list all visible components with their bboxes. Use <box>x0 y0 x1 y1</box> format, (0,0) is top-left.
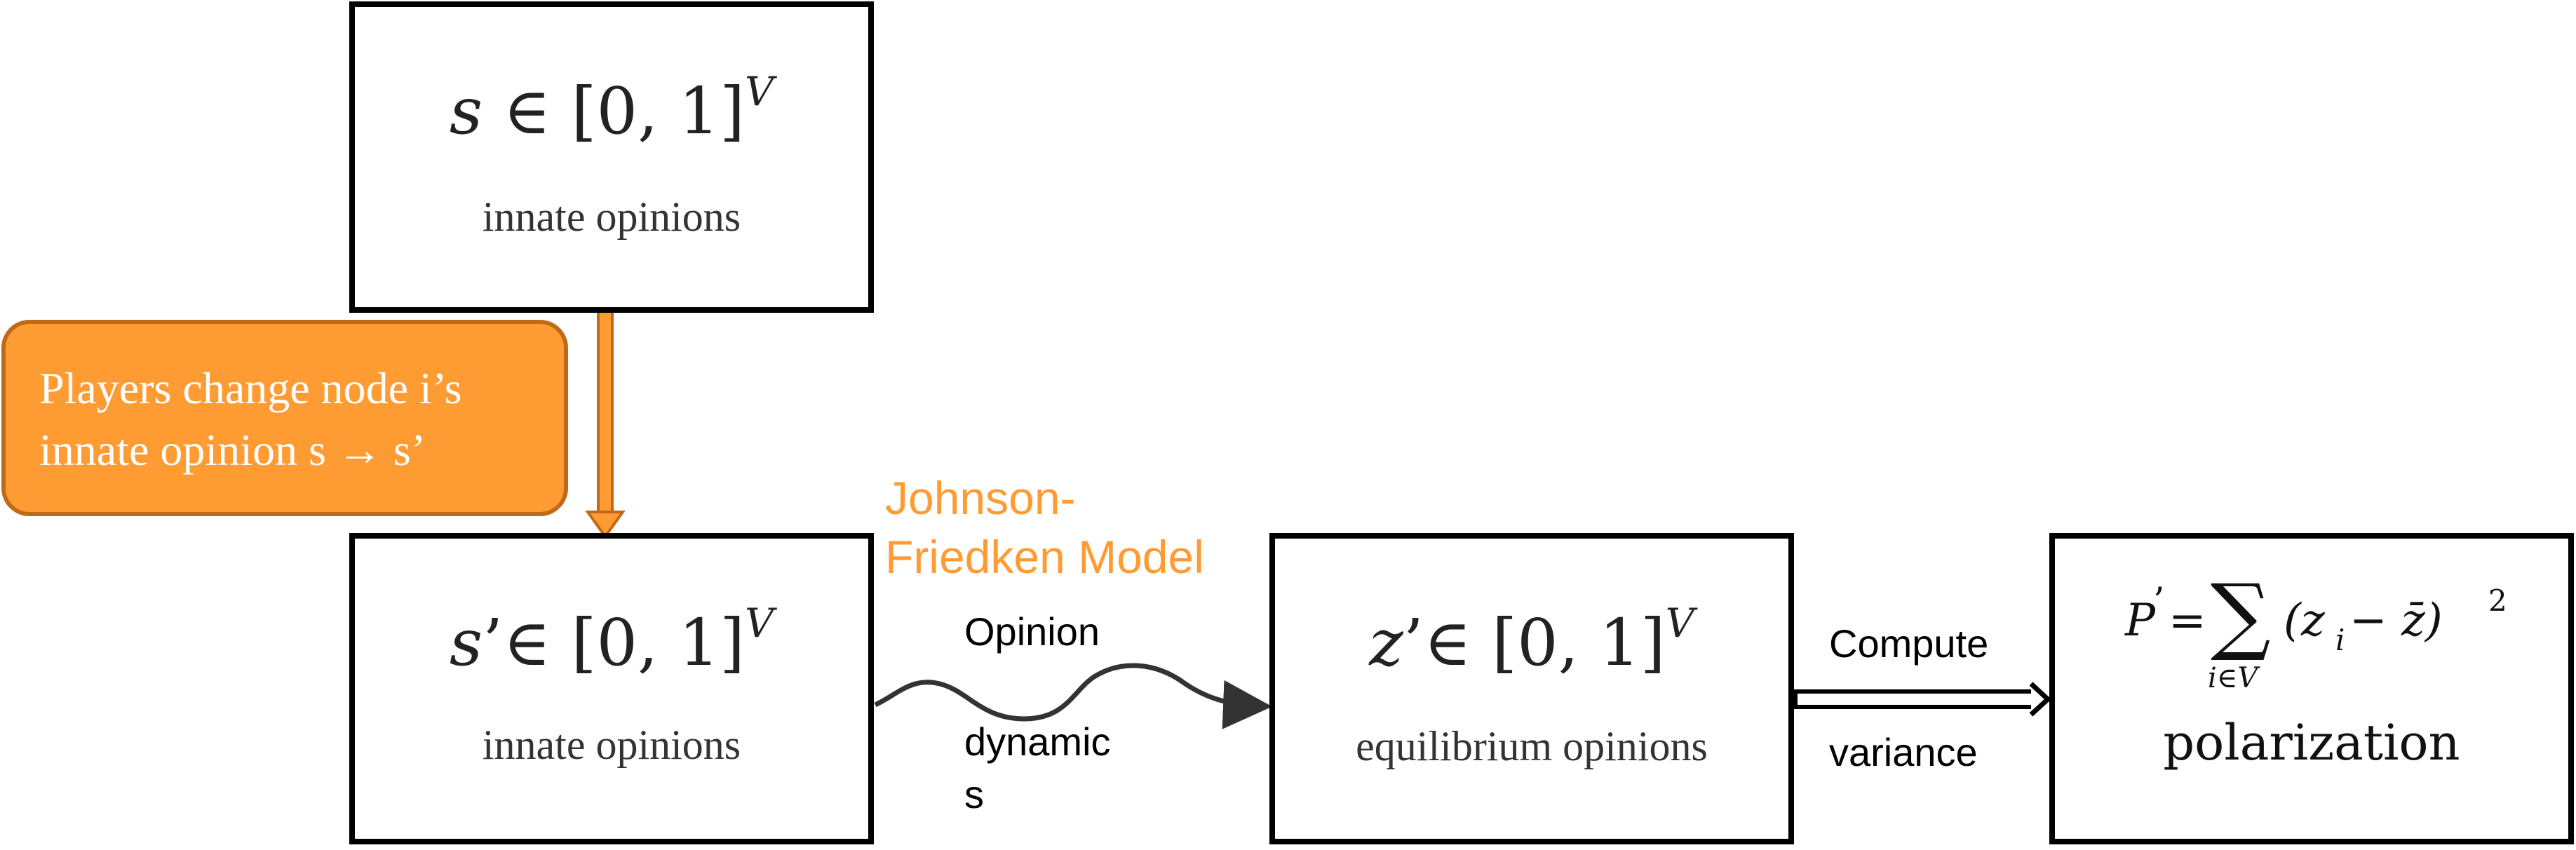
formula-prime: ’ <box>2153 581 2165 623</box>
polarization-node: P ’ = ∑ i∈V (z i − z̄) 2 polarization <box>2049 533 2574 844</box>
formula-sum: ∑ <box>2211 567 2271 664</box>
innate-opinions-node: s ∈ [0, 1]V innate opinions <box>349 1 874 313</box>
formula-term: (z <box>2284 595 2325 647</box>
modified-innate-math: s’∈ [0, 1]V <box>449 600 774 680</box>
opinion-label: Opinion <box>964 609 1100 654</box>
equilibrium-math: z’∈ [0, 1]V <box>1369 600 1694 680</box>
player-action-box: Players change node i’s innate opinion s… <box>1 320 568 516</box>
variance-label: variance <box>1829 730 1978 774</box>
formula-eq: = <box>2169 595 2206 647</box>
formula-sum-sub: i∈V <box>2208 662 2258 694</box>
formula-term-rest: − z̄) <box>2349 595 2443 647</box>
player-action-line2: innate opinion s → s’ <box>39 425 426 475</box>
opinion-dynamics-curve <box>874 663 1272 729</box>
orange-down-arrow <box>585 307 626 539</box>
model-label-line2: Friedken Model <box>885 531 1204 583</box>
polarization-formula: P ’ = ∑ i∈V (z i − z̄) 2 <box>2125 567 2546 707</box>
formula-square: 2 <box>2488 583 2507 618</box>
compute-label: Compute <box>1829 621 1989 666</box>
innate-math: s ∈ [0, 1]V <box>449 68 774 149</box>
modified-innate-opinions-node: s’∈ [0, 1]V innate opinions <box>349 533 874 844</box>
formula-lhs: P <box>2125 595 2156 647</box>
model-label-line1: Johnson- <box>885 472 1076 524</box>
compute-variance-arrow <box>1793 682 2052 717</box>
player-action-line1: Players change node i’s <box>39 363 462 413</box>
equilibrium-opinions-node: z’∈ [0, 1]V equilibrium opinions <box>1269 533 1794 844</box>
dynamic-label: dynamic <box>964 720 1111 764</box>
modified-innate-label: innate opinions <box>482 722 741 768</box>
dynamic-s-label: s <box>964 772 984 816</box>
equilibrium-label: equilibrium opinions <box>1356 723 1708 769</box>
formula-term-sub: i <box>2335 623 2345 657</box>
polarization-label: polarization <box>2163 714 2460 771</box>
innate-label: innate opinions <box>482 194 741 240</box>
